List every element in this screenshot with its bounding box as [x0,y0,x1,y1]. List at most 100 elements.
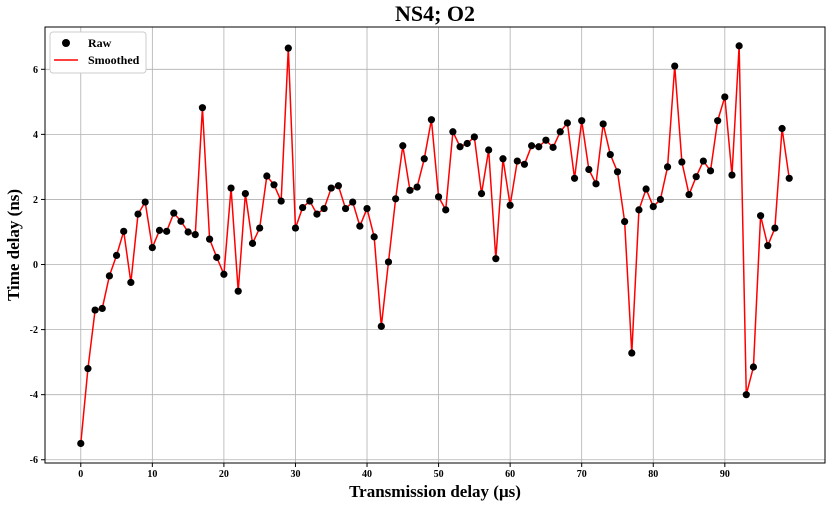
raw-data-point [399,142,407,150]
raw-data-point [291,224,300,232]
y-tick-label: 4 [33,130,38,141]
raw-data-point [456,143,464,151]
raw-data-point [663,163,672,171]
y-tick-label: -4 [30,390,38,401]
raw-data-point [563,119,571,127]
raw-data-point [442,206,450,214]
raw-series-points [77,42,793,448]
y-tick-label: -6 [30,455,38,466]
raw-data-point [477,189,486,198]
raw-data-point [463,139,471,148]
raw-data-point [556,128,564,136]
y-tick-label: 2 [33,195,38,206]
x-tick-label: 0 [78,469,83,480]
grid-lines [45,27,825,463]
legend-raw-label: Raw [88,36,112,50]
legend-box [49,31,147,74]
raw-data-point [227,184,235,192]
raw-data-point [384,258,393,266]
y-axis-label: Time delay (ns) [4,189,23,301]
raw-data-point [377,322,385,330]
raw-data-point [685,190,693,199]
raw-data-point [592,180,600,188]
raw-data-point [141,198,149,206]
raw-data-point [535,143,543,151]
raw-data-point [198,104,207,112]
raw-data-point [77,439,85,448]
raw-data-point [678,158,686,166]
raw-data-point [434,193,443,201]
y-tick-label: 6 [33,65,38,76]
raw-data-point [84,365,92,373]
x-tick-label: 50 [434,469,444,480]
raw-data-point [284,44,292,52]
raw-data-point [771,224,779,232]
raw-data-point [628,349,636,357]
raw-data-point [649,203,657,211]
raw-data-point [671,62,679,70]
raw-data-point [392,195,400,203]
raw-data-point [499,155,507,163]
raw-data-point [642,185,650,193]
smoothed-series-line [80,45,790,444]
raw-data-point [706,167,715,175]
raw-data-point [449,128,457,136]
raw-data-point [470,133,478,141]
raw-data-point [306,197,314,205]
legend-raw-marker [62,39,70,47]
raw-data-point [91,306,99,314]
raw-data-point [205,235,214,243]
x-tick-label: 20 [219,469,229,480]
raw-data-point [585,165,593,174]
raw-data-point [621,217,629,226]
raw-data-point [248,239,257,247]
raw-data-point [492,255,500,263]
raw-data-point [506,201,514,209]
raw-data-point [256,224,264,232]
raw-data-point [549,143,557,151]
raw-data-point [599,120,607,128]
raw-data-point [699,157,707,165]
raw-data-point [148,244,156,252]
raw-data-point [313,210,321,218]
raw-data-point [570,174,579,182]
raw-data-point [191,230,199,239]
raw-data-point [270,181,278,189]
x-tick-label: 30 [290,469,300,480]
raw-data-point [635,206,643,214]
raw-data-point [528,142,536,150]
plot-frame [44,26,826,464]
raw-data-point [721,93,729,101]
raw-data-point [542,136,550,144]
raw-data-point [127,278,135,287]
raw-data-point [263,172,271,180]
raw-data-point [155,226,164,234]
raw-data-point [485,146,493,154]
raw-data-point [735,42,743,50]
raw-data-point [764,242,772,250]
x-tick-label: 70 [577,469,587,480]
raw-data-point [213,253,221,261]
raw-data-point [714,117,722,125]
raw-data-point [98,304,106,313]
raw-data-point [112,251,121,260]
legend: Raw Smoothed [49,31,147,74]
raw-data-point [613,168,622,176]
x-tick-label: 90 [720,469,730,480]
x-tick-label: 40 [362,469,372,480]
y-tick-label: 0 [33,260,38,271]
raw-data-point [520,160,529,168]
raw-data-point [728,171,736,179]
raw-data-point [184,228,192,236]
x-axis-label: Transmission delay (μs) [349,482,521,501]
x-tick-label: 60 [505,469,515,480]
raw-data-point [756,212,765,220]
raw-data-point [749,363,758,371]
raw-data-point [778,124,786,133]
raw-data-point [370,233,378,241]
raw-data-point [406,186,414,194]
y-tick-label: -2 [30,325,38,336]
x-tick-label: 80 [648,469,658,480]
raw-data-point [413,183,421,191]
